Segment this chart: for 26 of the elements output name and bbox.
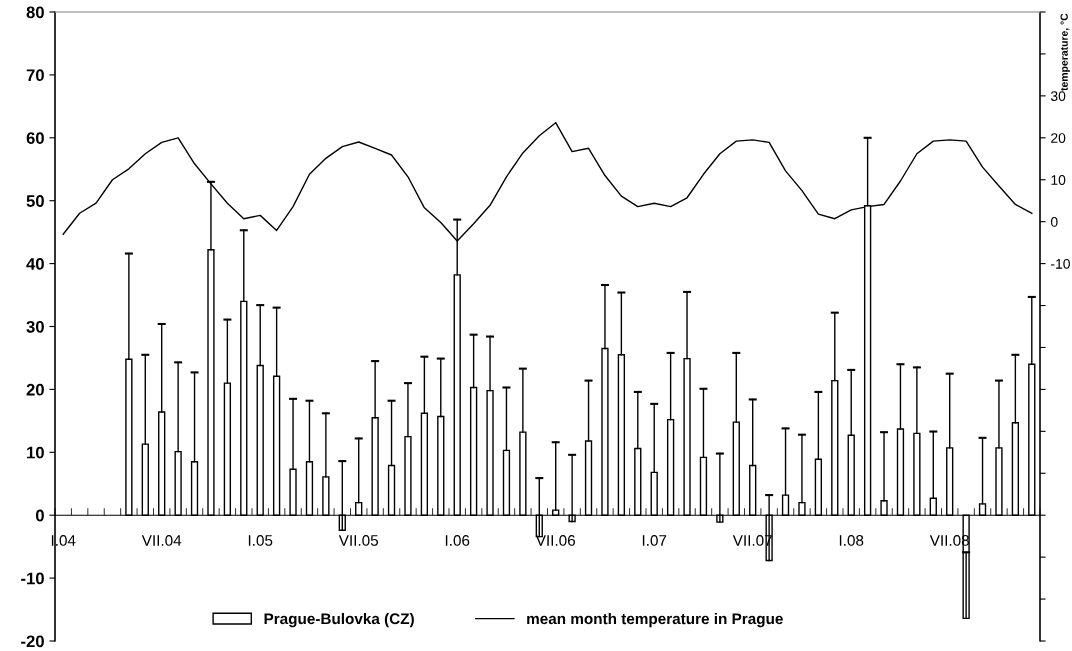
y-tick-label: -10: [21, 572, 44, 585]
y-tick-label: 50: [26, 195, 44, 207]
legend-label: mean month temperature in Prague: [527, 612, 783, 628]
y2-tick-label: -10: [1051, 258, 1070, 269]
y-tick-label: 40: [26, 258, 44, 270]
legend-label: Prague-Bulovka (CZ): [264, 612, 414, 628]
x-tick-label: I.07: [642, 535, 667, 546]
y-tick-label: 80: [26, 6, 44, 19]
x-tick-label: I.06: [445, 535, 470, 546]
y-tick-label: 20: [26, 383, 44, 396]
x-tick-label: I.05: [248, 535, 273, 546]
y2-tick-label: 30: [1050, 91, 1066, 102]
y2-tick-label: 10: [1051, 175, 1066, 185]
x-tick-label: VII.06: [535, 535, 575, 546]
x-tick-label: VII.04: [141, 535, 182, 546]
y2-axis-title: temperature, °C: [1060, 13, 1070, 91]
y-tick-label: 10: [27, 446, 44, 459]
x-tick-label: VII.05: [338, 535, 379, 546]
y-tick-label: 60: [26, 132, 44, 144]
y-tick-label: 0: [35, 509, 44, 522]
y2-tick-label: 20: [1051, 133, 1066, 143]
y-tick-label: 30: [26, 320, 44, 333]
y-tick-label: -20: [21, 635, 44, 648]
x-tick-label: I.08: [839, 535, 864, 546]
y-tick-label: 70: [26, 69, 44, 82]
y2-tick-label: 0: [1050, 217, 1058, 227]
